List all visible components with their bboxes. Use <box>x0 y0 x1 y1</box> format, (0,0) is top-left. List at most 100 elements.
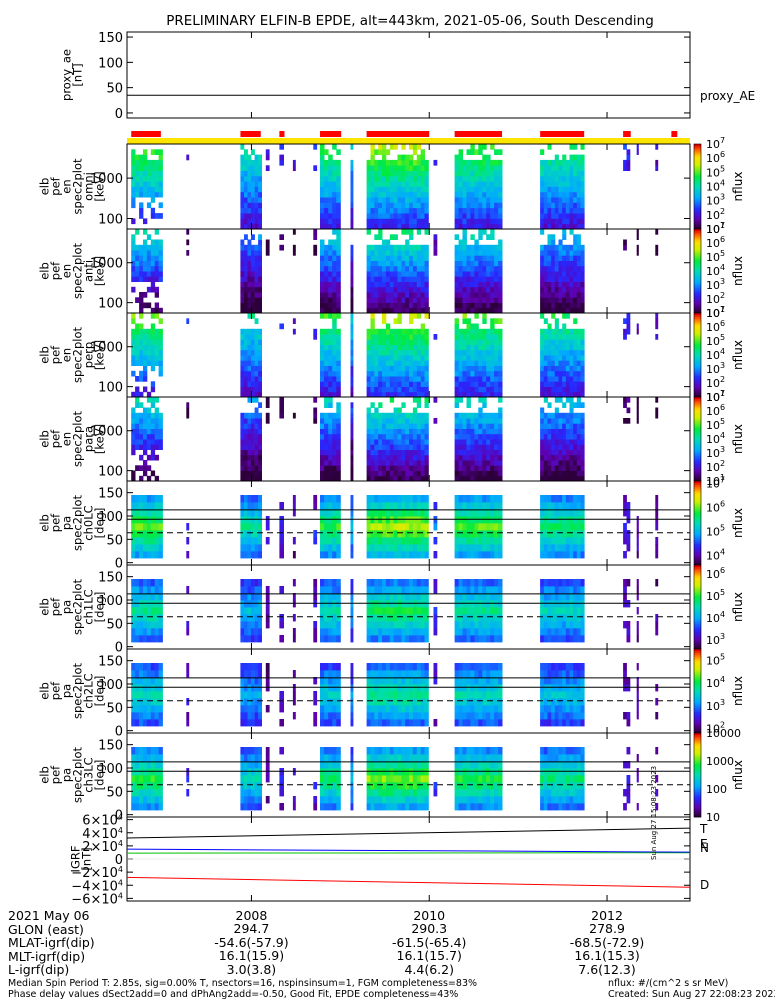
footer-created: Created: Sun Aug 27 22:08:23 2023 <box>608 989 775 1000</box>
panel-pa-ch3-cbar-tick-1: 1000 <box>706 755 734 768</box>
panel-en-omni-cbar-tick-3: 104 <box>706 179 725 194</box>
panel-pa-ch3-ylabel-4: ch3LC <box>82 757 96 792</box>
panel-proxy_ae-ytick-1: 100 <box>98 56 123 71</box>
panel-en-omni-cbar-label: nflux <box>731 172 745 202</box>
panel-pa-ch0-cbar-label: nflux <box>731 508 745 538</box>
ephemeris-column-1: 290.3 -61.5(-65.4) 16.1(15.7) 4.4(6.2) <box>359 922 499 976</box>
panel-pa-ch2-ylabel-3: spec2plot <box>71 662 85 719</box>
panel-igrf-ylabel-1: [nT] <box>80 847 94 870</box>
panel-pa-ch2-cbar-label: nflux <box>731 676 745 706</box>
panel-igrf-ytick-4: −2×104 <box>71 865 123 881</box>
panel-en-perp-cbar-tick-1: 106 <box>706 319 725 334</box>
panel-en-perp-ylabel-5: [keV] <box>93 340 107 370</box>
panel-proxy_ae-ylabel-1: [nT] <box>71 63 85 86</box>
panel-en-perp-ytick-0: 1000 <box>90 341 123 356</box>
panel-en-para-cbar-label: nflux <box>731 424 745 454</box>
panel-pa-ch1-cbar-label: nflux <box>731 592 745 622</box>
time-tick-label-2: 2012 <box>591 908 623 923</box>
panel-en-para-ylabel-5: [keV] <box>93 424 107 454</box>
panel-pa-ch0-cbar-tick-0: 107 <box>706 475 725 490</box>
panel-en-anti-ylabel-1: pef <box>49 261 63 280</box>
panel-pa-ch3-colorbar: 10000 1000 100 10 nflux <box>693 727 745 824</box>
panel-en-anti-cbar-tick-5: 102 <box>706 291 725 306</box>
panel-en-para-cbar-tick-4: 103 <box>706 445 725 460</box>
ephemeris-value: 278.9 <box>589 921 625 936</box>
science-zone-8 <box>671 131 678 137</box>
igrf-series-E <box>126 848 691 853</box>
panel-en-omni-ylabel-5: [keV] <box>93 171 107 201</box>
ephemeris-labels: 2021 May 06 GLON (east) MLAT-igrf(dip) M… <box>8 909 95 977</box>
panel-pa-ch3-ylabel-2: pa <box>60 768 74 782</box>
panel-en-omni-ylabel-2: en <box>60 179 74 193</box>
panel-pa-ch1-cbar-tick-1: 105 <box>706 588 725 603</box>
science-zone-2 <box>279 131 285 137</box>
panel-pa-ch3-spectrogram <box>131 747 659 811</box>
panel-en-perp: 1000100elbpefenspec2plotperp[keV]1071061… <box>38 305 746 404</box>
science-zone-background <box>127 138 690 144</box>
panel-en-omni-ylabel-4: omni <box>82 172 96 201</box>
panel-igrf-ytick-5: −4×104 <box>71 878 123 894</box>
panel-pa-ch1-colorbar: 106 105 104 103 nflux <box>693 564 745 650</box>
ephemeris-column-2: 278.9 -68.5(-72.9) 16.1(15.3) 7.6(12.3) <box>537 922 677 976</box>
panel-pa-ch3-cbar-tick-3: 10 <box>706 811 720 824</box>
igrf-legend-T: T <box>699 822 708 836</box>
panel-pa-ch0-ytick-0: 150 <box>98 487 123 502</box>
panel-pa-ch2-cbar-tick-0: 105 <box>706 652 725 667</box>
panel-en-para-ylabel-2: en <box>60 432 74 446</box>
side-stamp: Sun Aug 27 15:08:23 2023 <box>650 765 658 860</box>
panel-pa-ch0-ylabel-5: [deg] <box>93 508 107 539</box>
panel-en-para: 1000100elbpefenspec2plotpara[keV]1071061… <box>38 389 746 488</box>
ephemeris-column-0: 294.7 -54.6(-57.9) 16.1(15.9) 3.0(3.8) <box>181 922 321 976</box>
panel-en-omni-ytick-0: 1000 <box>90 172 123 187</box>
panel-en-para-ytick-0: 1000 <box>90 425 123 440</box>
panel-pa-ch1-ylabel-2: pa <box>60 600 74 614</box>
plot-panels: 150100500proxy_ae[nT]proxy_AE1000100elbp… <box>38 31 756 907</box>
footer-right: nflux: #/(cm^2 s sr MeV) Created: Sun Au… <box>608 978 775 1000</box>
panel-en-anti-ytick-0: 1000 <box>90 257 123 272</box>
panel-pa-ch0-ylabel-0: elb <box>38 514 52 532</box>
panel-pa-ch2-ylabel-2: pa <box>60 684 74 698</box>
lshell-label: L-igrf(dip) <box>8 962 70 977</box>
panel-en-para-ytick-1: 100 <box>98 465 123 480</box>
panel-pa-ch1-ylabel-4: ch1LC <box>82 589 96 624</box>
panel-en-omni-spectrogram <box>131 144 659 230</box>
footer-phase-info: Phase delay values dSect2add=0 and dPhAn… <box>8 989 459 1000</box>
ephemeris-value: 3.0(3.8) <box>226 961 277 977</box>
panel-pa-ch1-ytick-0: 150 <box>98 571 123 586</box>
panel-pa-ch2-cbar-tick-1: 104 <box>706 675 725 690</box>
panel-pa-ch1-ylabel-1: pef <box>49 597 63 616</box>
panel-en-para-ylabel-4: para <box>82 426 96 452</box>
date-label: 2021 May 06 <box>8 908 90 923</box>
ephemeris-value: 4.4(6.2) <box>404 961 454 977</box>
panel-pa-ch1-ylabel-3: spec2plot <box>71 578 85 635</box>
ephemeris-value: -61.5(-65.4) <box>392 934 467 950</box>
panel-en-para-cbar-tick-3: 104 <box>706 431 725 446</box>
panel-igrf-ytick-1: 4×104 <box>82 826 123 842</box>
panel-en-perp-ylabel-4: perp <box>82 342 96 368</box>
igrf-legend-N: N <box>700 841 709 855</box>
panel-en-anti-cbar-tick-1: 106 <box>706 235 725 250</box>
panel-en-perp-spectrogram <box>131 313 659 398</box>
panel-en-omni-cbar-tick-2: 105 <box>706 164 725 179</box>
panel-pa-ch0-ytick-2: 50 <box>106 533 123 548</box>
panel-pa-ch1-ylabel-0: elb <box>38 598 52 616</box>
panel-pa-ch2-ytick-3: 0 <box>115 725 123 740</box>
panel-pa-ch2-cbar-tick-2: 103 <box>706 698 725 713</box>
panel-pa-ch1-ylabel-5: [deg] <box>93 592 107 623</box>
plot-title: PRELIMINARY ELFIN-B EPDE, alt=443km, 202… <box>166 13 654 29</box>
panel-pa-ch0-cbar-tick-3: 104 <box>706 547 725 562</box>
igrf-legend-E: E <box>700 837 708 851</box>
panel-proxy_ae-ylabel-0: proxy_ae <box>60 49 74 101</box>
panel-pa-ch1-spectrogram <box>131 579 659 643</box>
science-zone-0 <box>131 131 161 137</box>
ephemeris-value: 16.1(15.9) <box>218 948 285 963</box>
panel-pa-ch0-ylabel-3: spec2plot <box>71 494 85 551</box>
panel-en-anti-ylabel-2: en <box>60 264 74 278</box>
panel-pa-ch3-ylabel-5: [deg] <box>93 760 107 791</box>
panel-en-anti-cbar-tick-3: 104 <box>706 263 725 278</box>
panel-igrf-ytick-3: 0 <box>115 853 123 868</box>
mlat-label: MLAT-igrf(dip) <box>8 935 95 950</box>
